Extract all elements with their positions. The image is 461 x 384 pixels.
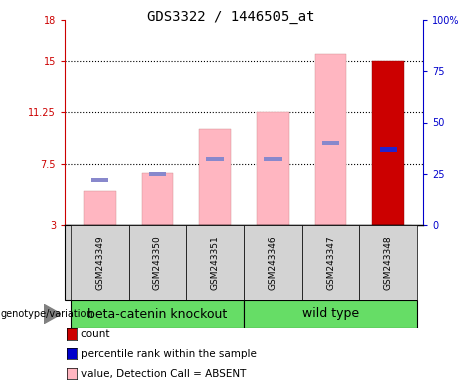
Text: genotype/variation: genotype/variation — [1, 309, 94, 319]
Bar — [186, 225, 244, 300]
Bar — [244, 300, 417, 328]
Text: value, Detection Call = ABSENT: value, Detection Call = ABSENT — [81, 369, 246, 379]
Text: GDS3322 / 1446505_at: GDS3322 / 1446505_at — [147, 10, 314, 23]
Text: GSM243347: GSM243347 — [326, 235, 335, 290]
Bar — [244, 225, 302, 300]
Bar — [207, 157, 224, 161]
Text: GSM243346: GSM243346 — [268, 235, 278, 290]
Text: percentile rank within the sample: percentile rank within the sample — [81, 349, 257, 359]
Bar — [84, 191, 116, 225]
Text: GSM243351: GSM243351 — [211, 235, 219, 290]
Text: GSM243350: GSM243350 — [153, 235, 162, 290]
Text: beta-catenin knockout: beta-catenin knockout — [87, 308, 228, 321]
Bar — [315, 54, 347, 225]
Bar — [142, 173, 173, 225]
Bar — [372, 61, 404, 225]
Polygon shape — [44, 304, 61, 324]
Text: count: count — [81, 329, 110, 339]
Bar — [302, 225, 360, 300]
Bar — [257, 112, 289, 225]
Bar — [264, 157, 282, 161]
Bar — [148, 172, 166, 177]
Bar — [91, 178, 108, 182]
Text: GSM243349: GSM243349 — [95, 235, 104, 290]
Bar — [360, 225, 417, 300]
Bar — [71, 300, 244, 328]
Bar — [379, 147, 397, 152]
Text: GSM243348: GSM243348 — [384, 235, 393, 290]
Bar — [199, 129, 231, 225]
Bar — [71, 225, 129, 300]
Bar — [322, 141, 339, 145]
Text: wild type: wild type — [302, 308, 359, 321]
Bar — [129, 225, 186, 300]
